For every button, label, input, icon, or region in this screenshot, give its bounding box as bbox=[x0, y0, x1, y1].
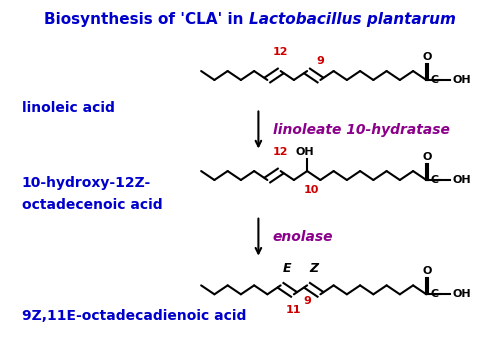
Text: 10-hydroxy-12Z-: 10-hydroxy-12Z- bbox=[22, 176, 151, 190]
Text: 9Z,11E-octadecadienoic acid: 9Z,11E-octadecadienoic acid bbox=[22, 309, 246, 323]
Text: OH: OH bbox=[452, 75, 471, 85]
Text: O: O bbox=[422, 52, 432, 62]
Text: 9: 9 bbox=[316, 56, 324, 66]
Text: C: C bbox=[431, 75, 439, 85]
Text: OH: OH bbox=[296, 147, 314, 157]
Text: enolase: enolase bbox=[272, 230, 333, 244]
Text: 12: 12 bbox=[273, 47, 288, 57]
Text: linoleic acid: linoleic acid bbox=[22, 102, 114, 116]
Text: octadecenoic acid: octadecenoic acid bbox=[22, 198, 162, 212]
Text: 9: 9 bbox=[303, 296, 311, 306]
Text: O: O bbox=[422, 266, 432, 276]
Text: C: C bbox=[431, 289, 439, 299]
Text: OH: OH bbox=[452, 289, 471, 299]
Text: E: E bbox=[283, 262, 292, 275]
Text: 10: 10 bbox=[304, 185, 320, 195]
Text: Z: Z bbox=[309, 262, 318, 275]
Text: Biosynthesis of 'CLA' in: Biosynthesis of 'CLA' in bbox=[44, 12, 249, 27]
Text: 11: 11 bbox=[286, 305, 302, 315]
Text: OH: OH bbox=[452, 175, 471, 185]
Text: C: C bbox=[431, 175, 439, 185]
Text: linoleate 10-hydratase: linoleate 10-hydratase bbox=[272, 123, 450, 137]
Text: O: O bbox=[422, 152, 432, 162]
Text: 12: 12 bbox=[273, 147, 288, 157]
Text: Lactobacillus plantarum: Lactobacillus plantarum bbox=[249, 12, 456, 27]
